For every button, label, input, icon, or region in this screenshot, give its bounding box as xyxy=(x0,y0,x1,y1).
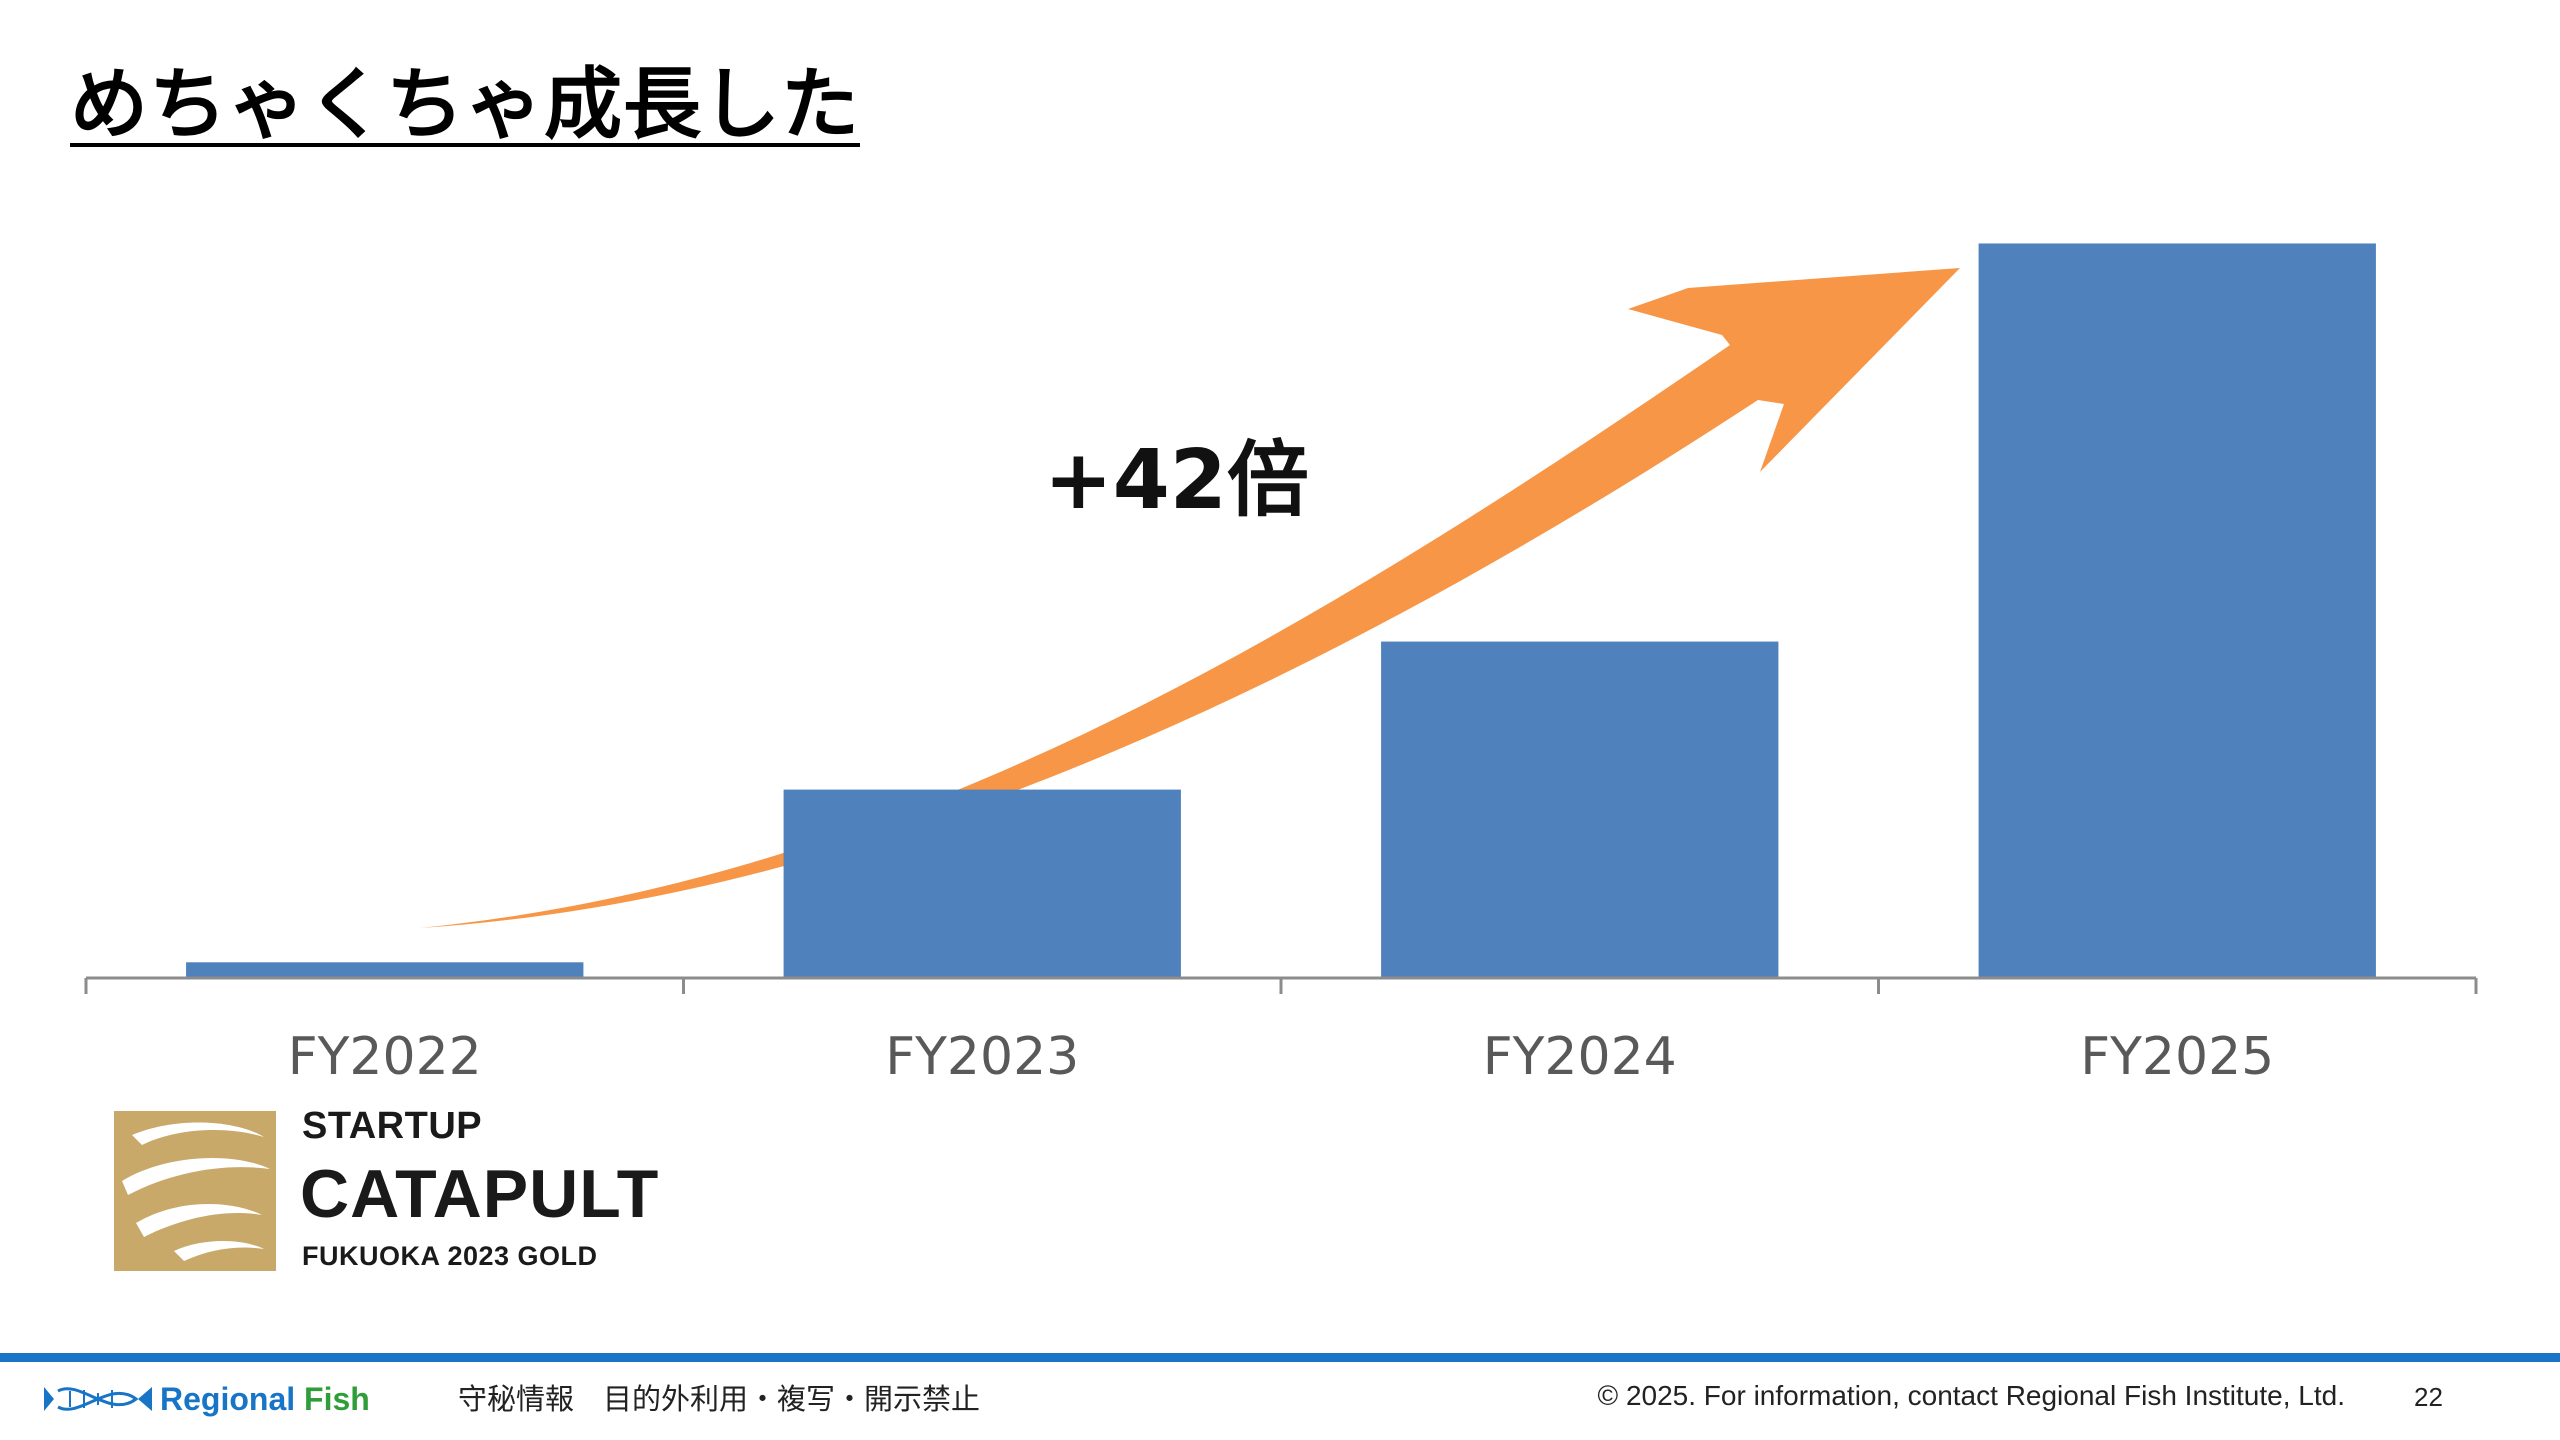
x-tick-label-fy2025: FY2025 xyxy=(2080,1027,2274,1087)
copyright-notice: © 2025. For information, contact Regiona… xyxy=(1597,1380,2345,1411)
x-tick-label-fy2024: FY2024 xyxy=(1483,1027,1677,1087)
bar-chart: FY2022 FY2023 FY2024 FY2025 +42倍 xyxy=(84,243,2478,1087)
award-line-catapult: CATAPULT xyxy=(300,1156,660,1232)
logo-fish: Fish xyxy=(304,1380,370,1417)
startup-catapult-award: STARTUP CATAPULT FUKUOKA 2023 GOLD xyxy=(114,1105,658,1275)
logo-regional: Regional xyxy=(160,1380,296,1417)
logo-wordmark: Regional Fish xyxy=(160,1381,370,1418)
x-tick-label-fy2022: FY2022 xyxy=(288,1027,482,1087)
regional-fish-logo: Regional Fish xyxy=(40,1374,370,1424)
award-mark-icon xyxy=(114,1111,276,1271)
award-line-fukuoka: FUKUOKA 2023 GOLD xyxy=(302,1241,598,1271)
footer-rule xyxy=(0,1353,2560,1362)
bar-fy2023 xyxy=(783,789,1181,978)
dna-fish-icon xyxy=(44,1387,152,1411)
bar-fy2022 xyxy=(186,962,584,978)
slide-title: めちゃくちゃ成長した xyxy=(70,60,861,150)
confidentiality-notice: 守秘情報 目的外利用・複写・開示禁止 xyxy=(458,1382,981,1416)
award-line-startup: STARTUP xyxy=(302,1105,483,1147)
growth-arrow xyxy=(420,268,1960,928)
page-number: 22 xyxy=(2414,1382,2443,1412)
x-tick-label-fy2023: FY2023 xyxy=(885,1027,1079,1087)
slide-footer: Regional Fish 守秘情報 目的外利用・複写・開示禁止 © 2025.… xyxy=(0,1362,2560,1440)
bar-fy2025 xyxy=(1978,243,2376,978)
bar-fy2024 xyxy=(1381,641,1779,978)
growth-multiplier-label: +42倍 xyxy=(1044,433,1309,528)
